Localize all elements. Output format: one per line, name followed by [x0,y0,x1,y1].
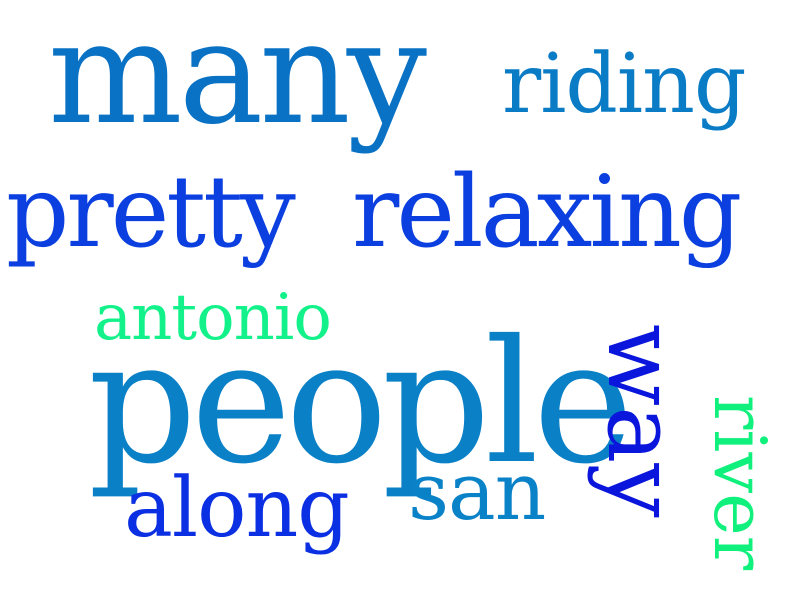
word-way: way [586,324,698,518]
word-antonio: antonio [94,281,332,355]
word-san: san [408,445,546,538]
word-riding: riding [502,37,746,132]
word-many: many [48,0,427,156]
word-along: along [124,461,350,556]
word-pretty: pretty [6,155,296,270]
word-people: people [88,304,634,502]
word-relaxing: relaxing [352,155,742,270]
word-river: river [698,395,782,571]
